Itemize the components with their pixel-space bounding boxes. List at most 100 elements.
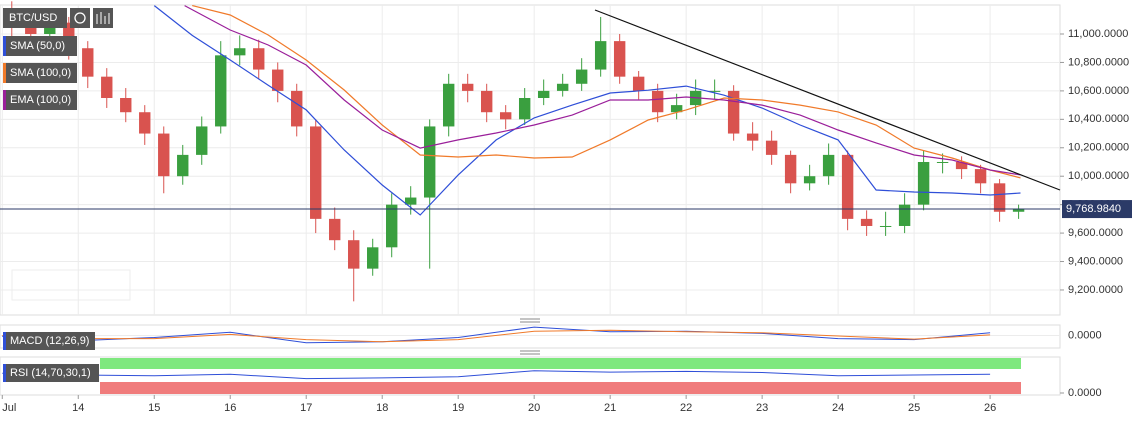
x-tick-label: 14 bbox=[72, 402, 84, 414]
y-tick-label: 9,200.0000 bbox=[1068, 284, 1123, 296]
candle-body bbox=[651, 90, 664, 113]
candle-body bbox=[234, 48, 246, 56]
x-tick-label: 23 bbox=[756, 402, 768, 414]
candle-body bbox=[841, 154, 854, 219]
bars-icon bbox=[96, 12, 110, 24]
last-price-label: 9,768.9840 bbox=[1066, 203, 1121, 215]
candle-body bbox=[386, 204, 398, 248]
rsi-line bbox=[2, 370, 991, 380]
legend-box bbox=[3, 364, 99, 382]
candle-body bbox=[442, 83, 455, 127]
panel-handle[interactable] bbox=[520, 318, 540, 323]
candle-body bbox=[575, 69, 588, 84]
x-tick-label: 15 bbox=[148, 402, 160, 414]
candle-body bbox=[822, 154, 835, 177]
candle-body bbox=[594, 41, 607, 70]
candle-body bbox=[196, 126, 208, 155]
legend-box bbox=[3, 36, 77, 56]
candle-body bbox=[367, 247, 379, 269]
trendline bbox=[594, 9, 1061, 191]
candle-body bbox=[632, 76, 645, 91]
y-tick-label: 10,200.0000 bbox=[1068, 142, 1129, 154]
x-tick-label: 17 bbox=[300, 402, 312, 414]
main-panel bbox=[0, 4, 1061, 316]
rsi-tick-label: 0.0000 bbox=[1068, 387, 1102, 399]
candle-body bbox=[613, 41, 626, 77]
y-tick-label: 11,000.0000 bbox=[1068, 28, 1128, 40]
y-tick-label: 9,600.0000 bbox=[1068, 227, 1123, 239]
candle-body bbox=[44, 22, 56, 35]
candle-body bbox=[329, 218, 341, 241]
candle-body bbox=[955, 161, 968, 170]
panel-handle[interactable] bbox=[520, 350, 540, 355]
rsi-oversold-band bbox=[100, 382, 1021, 394]
candle-body bbox=[860, 218, 873, 226]
candle-body bbox=[272, 69, 284, 91]
bars-button[interactable] bbox=[93, 8, 113, 28]
candle-body bbox=[936, 161, 949, 163]
legend-box bbox=[3, 90, 77, 110]
symbol-box[interactable] bbox=[3, 8, 67, 28]
signal-line bbox=[2, 329, 991, 343]
candle-body bbox=[253, 48, 265, 70]
candle-body bbox=[670, 105, 683, 113]
x-tick-label: 22 bbox=[680, 402, 692, 414]
candle-body bbox=[480, 90, 493, 113]
legend-swatch bbox=[3, 36, 6, 56]
candle-body bbox=[63, 22, 75, 49]
x-tick-label: Jul bbox=[2, 402, 16, 414]
x-tick-label: 21 bbox=[604, 402, 616, 414]
candle-body bbox=[177, 154, 189, 177]
candle-body bbox=[556, 83, 569, 91]
candle-body bbox=[82, 48, 94, 77]
refresh-icon bbox=[74, 12, 86, 24]
y-tick-label: 9,400.0000 bbox=[1068, 255, 1123, 267]
macd-panel bbox=[0, 324, 1061, 349]
rsi-legend: RSI (14,70,30,1) bbox=[10, 367, 91, 379]
candle-body bbox=[405, 197, 417, 205]
candle-body bbox=[310, 126, 322, 219]
candle-body bbox=[803, 176, 816, 184]
candle-body bbox=[518, 98, 531, 120]
candle-body bbox=[139, 112, 151, 134]
candle-body bbox=[879, 225, 892, 227]
y-tick-label: 10,800.0000 bbox=[1068, 56, 1129, 68]
candle-body bbox=[499, 112, 512, 120]
ma-line bbox=[192, 5, 1021, 179]
x-tick-label: 16 bbox=[224, 402, 236, 414]
last-price-box bbox=[1062, 200, 1132, 219]
candle-body bbox=[25, 26, 37, 35]
symbol: BTC/USD bbox=[9, 12, 57, 24]
candle-body bbox=[291, 90, 303, 127]
legend-box bbox=[3, 63, 77, 83]
legend-label: EMA (100,0) bbox=[10, 94, 71, 106]
legend-label: SMA (50,0) bbox=[10, 40, 65, 52]
legend-swatch bbox=[3, 90, 6, 110]
candle-body bbox=[746, 133, 759, 141]
x-tick-label: 26 bbox=[984, 402, 996, 414]
legend-swatch bbox=[3, 364, 6, 382]
candle-body bbox=[708, 90, 721, 92]
refresh-button[interactable] bbox=[70, 8, 90, 28]
legend-swatch bbox=[3, 63, 6, 83]
rsi-overbought-band bbox=[100, 358, 1021, 369]
macd-line bbox=[2, 326, 991, 344]
macd-tick-label: 0.0000 bbox=[1068, 329, 1102, 341]
y-tick-label: 10,400.0000 bbox=[1068, 113, 1129, 125]
legend-label: SMA (100,0) bbox=[10, 67, 71, 79]
candle-body bbox=[348, 240, 360, 269]
ma-line bbox=[153, 5, 1021, 216]
candle-body bbox=[727, 90, 740, 134]
x-tick-label: 19 bbox=[452, 402, 464, 414]
x-tick-label: 20 bbox=[528, 402, 540, 414]
candle-body bbox=[158, 133, 170, 177]
candle-body bbox=[784, 154, 797, 184]
candle-body bbox=[1012, 209, 1025, 212]
x-tick-label: 18 bbox=[376, 402, 388, 414]
y-tick-label: 10,000.0000 bbox=[1068, 170, 1129, 182]
blank-box bbox=[11, 269, 131, 301]
x-tick-label: 24 bbox=[832, 402, 844, 414]
legend-swatch bbox=[3, 332, 6, 350]
y-tick-label: 10,600.0000 bbox=[1068, 85, 1129, 97]
legend-box bbox=[3, 332, 95, 350]
